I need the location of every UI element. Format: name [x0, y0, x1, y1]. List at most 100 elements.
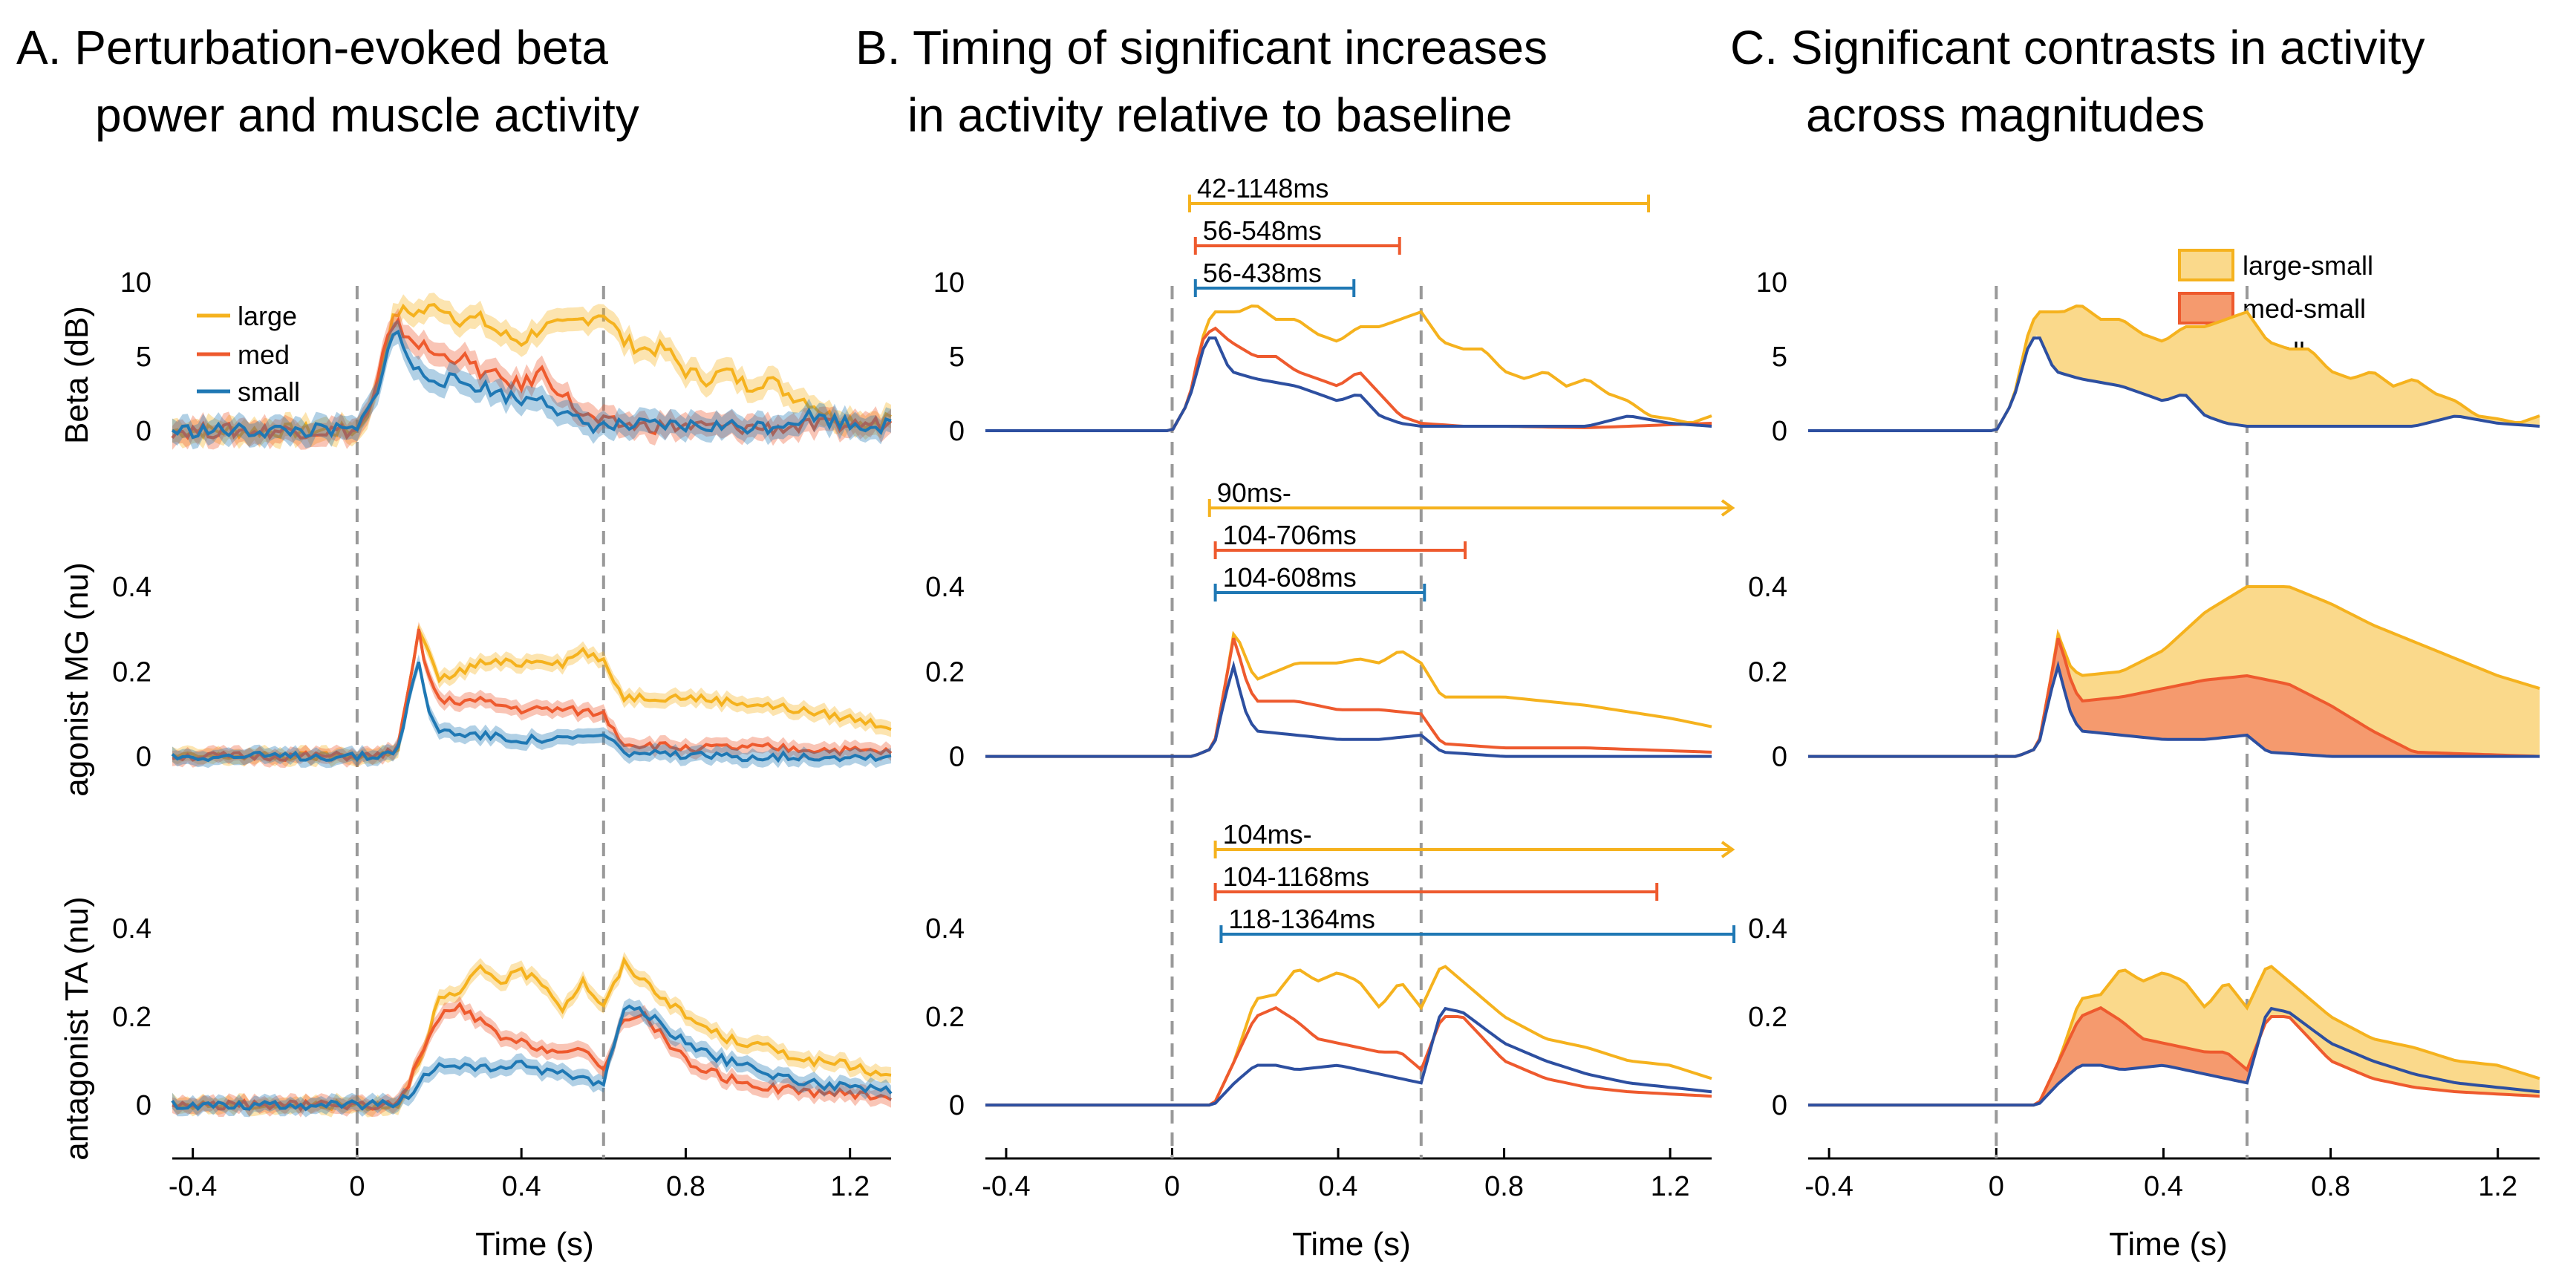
- y-tick-label-b-2-1: 0.2: [925, 1002, 965, 1033]
- y-tick-label-a-0-2: 10: [120, 267, 151, 299]
- y-tick-label-b-1-2: 0.4: [925, 572, 965, 603]
- plots: -0.4 0 0.4 0.8 1.2 0 5 10 0 0.2 0.4 0 0.2 0.4 -0.4 0 0.4…: [112, 173, 2540, 1202]
- line-a-ta-med: [172, 1001, 892, 1112]
- line-b-beta-large: [985, 304, 1712, 432]
- line-b-ta-large: [985, 965, 1712, 1107]
- interval-label-ta-large: 104ms-: [1223, 819, 1312, 850]
- ylabel-beta: Beta (dB): [59, 306, 95, 444]
- x-tick-label-a-0: -0.4: [169, 1171, 217, 1202]
- xlabel-c: Time (s): [2109, 1226, 2228, 1262]
- y-tick-label-a-2-2: 0.4: [112, 913, 151, 945]
- contrast-fill-beta-large-small: [1808, 305, 2540, 431]
- legend-c-med-small-label: med-small: [2243, 293, 2366, 324]
- x-tick-label-a-4: 1.2: [830, 1171, 870, 1202]
- y-tick-label-c-0-1: 5: [1772, 342, 1787, 373]
- line-c-beta-small: [1808, 336, 2540, 432]
- error-band-a-ta-small: [172, 998, 891, 1118]
- legend-c-med-small-swatch: [2178, 292, 2234, 325]
- panel-b-title-line2: in activity relative to baseline: [907, 88, 1513, 142]
- x-tick-label-b-4: 1.2: [1651, 1171, 1690, 1202]
- y-tick-label-c-2-2: 0.4: [1748, 913, 1787, 945]
- error-band-a-beta-large: [172, 293, 891, 449]
- legend-c-large-small-label: large-small: [2243, 250, 2373, 281]
- y-tick-label-a-2-0: 0: [136, 1090, 151, 1121]
- x-tick-label-b-0: -0.4: [982, 1171, 1030, 1202]
- ylabel-mg: agonist MG (nu): [59, 562, 95, 796]
- legend-c-large-small-swatch: [2178, 249, 2234, 281]
- line-a-mg-large: [172, 625, 892, 762]
- interval-label-mg-large: 90ms-: [1217, 477, 1291, 508]
- y-tick-label-b-1-1: 0.2: [925, 656, 965, 688]
- y-tick-label-c-0-2: 10: [1756, 267, 1787, 299]
- y-tick-label-a-1-0: 0: [136, 742, 151, 773]
- ylabel-ta: antagonist TA (nu): [59, 896, 95, 1160]
- xlabel-b: Time (s): [1292, 1226, 1411, 1262]
- y-tick-label-c-0-0: 0: [1772, 416, 1787, 447]
- x-tick-label-c-1: 0: [1989, 1171, 2004, 1202]
- error-band-a-mg-large: [172, 622, 891, 768]
- legend-a-med-label: med: [238, 339, 290, 370]
- xlabel-a: Time (s): [475, 1226, 594, 1262]
- error-band-a-beta-small: [172, 319, 891, 450]
- interval-label-ta-med: 104-1168ms: [1223, 861, 1369, 892]
- y-tick-label-a-1-1: 0.2: [112, 656, 151, 688]
- contrast-fill-ta-med-small: [1808, 1008, 2540, 1106]
- line-b-ta-small: [985, 1006, 1712, 1107]
- contrast-fill-mg-med-small: [1808, 636, 2540, 757]
- interval-label-beta-small: 56-438ms: [1203, 258, 1322, 288]
- y-tick-label-c-1-2: 0.4: [1748, 572, 1787, 603]
- interval-label-beta-med: 56-548ms: [1203, 215, 1322, 246]
- y-tick-label-c-2-0: 0: [1772, 1090, 1787, 1121]
- line-c-mg-small: [1808, 660, 2540, 758]
- contrast-fill-ta-large-small: [1808, 965, 2540, 1106]
- legend-a: large med small: [197, 301, 300, 407]
- line-b-beta-small: [985, 336, 1712, 432]
- interval-label-ta-small: 118-1364ms: [1228, 904, 1375, 934]
- interval-arrow-ta-large: [1721, 841, 1735, 858]
- y-tick-label-b-0-2: 10: [933, 267, 965, 299]
- y-tick-label-c-2-1: 0.2: [1748, 1002, 1787, 1033]
- x-tick-label-b-1: 0: [1164, 1171, 1180, 1202]
- x-tick-label-a-3: 0.8: [666, 1171, 705, 1202]
- y-tick-label-b-0-0: 0: [949, 416, 965, 447]
- panel-a-title-line1: A. Perturbation-evoked beta: [16, 21, 608, 74]
- y-tick-label-c-1-0: 0: [1772, 742, 1787, 773]
- x-tick-label-c-2: 0.4: [2144, 1171, 2183, 1202]
- y-tick-label-b-0-1: 5: [949, 342, 965, 373]
- y-tick-label-a-1-2: 0.4: [112, 572, 151, 603]
- line-b-mg-small: [985, 660, 1712, 758]
- x-tick-label-c-3: 0.8: [2311, 1171, 2350, 1202]
- line-b-beta-med: [985, 326, 1712, 432]
- panel-c-title-line2: across magnitudes: [1806, 88, 2205, 142]
- contrast-fill-mg-large-small: [1808, 587, 2540, 757]
- legend-a-large-label: large: [238, 301, 297, 331]
- x-tick-label-c-0: -0.4: [1804, 1171, 1853, 1202]
- interval-label-mg-med: 104-706ms: [1223, 520, 1357, 550]
- panel-c-title-line1: C. Significant contrasts in activity: [1730, 21, 2425, 74]
- y-tick-label-c-1-1: 0.2: [1748, 656, 1787, 688]
- y-tick-label-a-0-1: 5: [136, 342, 151, 373]
- line-a-beta-small: [171, 329, 892, 440]
- interval-label-beta-large: 42-1148ms: [1197, 173, 1328, 203]
- line-a-mg-small: [171, 661, 892, 763]
- error-band-a-beta-med: [172, 308, 891, 450]
- line-c-ta-small: [1808, 1006, 2540, 1107]
- x-tick-label-b-2: 0.4: [1319, 1171, 1358, 1202]
- line-a-ta-small: [171, 1004, 893, 1112]
- panel-a-title-line2: power and muscle activity: [95, 88, 639, 142]
- x-tick-label-a-1: 0: [349, 1171, 365, 1202]
- line-b-ta-med: [985, 1005, 1712, 1107]
- x-tick-label-b-3: 0.8: [1484, 1171, 1524, 1202]
- error-band-a-ta-med: [172, 996, 891, 1118]
- interval-label-mg-small: 104-608ms: [1223, 562, 1357, 593]
- y-tick-label-b-1-0: 0: [949, 742, 965, 773]
- y-tick-label-b-2-0: 0: [949, 1090, 965, 1121]
- x-tick-label-c-4: 1.2: [2478, 1171, 2517, 1202]
- y-tick-label-a-0-0: 0: [136, 416, 151, 447]
- x-tick-label-a-2: 0.4: [502, 1171, 541, 1202]
- error-band-a-mg-med: [172, 621, 891, 769]
- legend-a-small-label: small: [238, 376, 300, 407]
- panel-b-title-line1: B. Timing of significant increases: [855, 21, 1548, 74]
- line-a-beta-large: [172, 302, 892, 440]
